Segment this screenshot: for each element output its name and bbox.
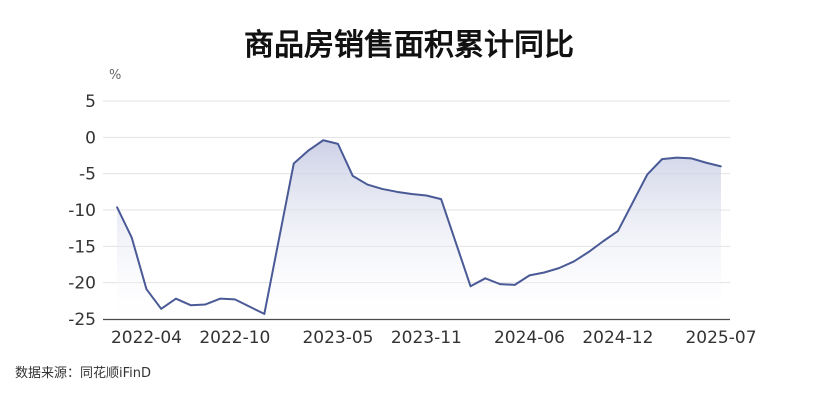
data-point bbox=[337, 143, 339, 145]
data-point bbox=[219, 297, 221, 300]
data-point bbox=[116, 206, 118, 208]
data-point bbox=[661, 158, 663, 160]
data-point bbox=[351, 175, 354, 177]
data-point bbox=[528, 274, 531, 277]
series-area bbox=[117, 140, 721, 319]
data-point bbox=[366, 183, 369, 186]
y-axis-unit: % bbox=[109, 68, 121, 83]
data-point bbox=[130, 236, 133, 239]
data-point bbox=[381, 188, 383, 190]
y-tick-label: -5 bbox=[79, 165, 96, 185]
data-point bbox=[676, 156, 678, 159]
data-point bbox=[587, 251, 590, 253]
y-tick-label: -15 bbox=[68, 237, 96, 257]
data-point bbox=[322, 139, 325, 142]
data-point bbox=[558, 267, 560, 269]
data-point bbox=[484, 277, 487, 280]
data-point bbox=[705, 161, 708, 164]
y-tick-label: 5 bbox=[85, 92, 96, 112]
x-tick-label: 2025-07 bbox=[685, 328, 756, 348]
y-tick-label: -10 bbox=[68, 201, 96, 221]
data-point bbox=[145, 288, 148, 291]
chart-title: 商品房销售面积累计同比 bbox=[244, 28, 574, 63]
x-tick-label: 2024-06 bbox=[494, 328, 565, 348]
data-point bbox=[572, 260, 575, 263]
data-point bbox=[160, 308, 162, 310]
x-tick-label: 2023-11 bbox=[391, 328, 462, 348]
data-point bbox=[425, 194, 428, 197]
data-point bbox=[204, 303, 207, 306]
source-note: 数据来源：同花顺iFinD bbox=[15, 366, 152, 381]
data-point bbox=[263, 313, 266, 315]
data-point bbox=[646, 173, 649, 176]
data-point bbox=[396, 191, 398, 193]
x-tick-label: 2024-12 bbox=[582, 328, 653, 348]
data-point bbox=[690, 157, 693, 160]
data-point bbox=[175, 297, 177, 300]
y-tick-label: 0 bbox=[85, 128, 96, 148]
data-point bbox=[543, 271, 546, 274]
data-point bbox=[189, 304, 192, 306]
chart-plot: 5 0 -5 -10 -15 -20 -25% 2022-04 2022-10 2023-05 20… bbox=[68, 68, 756, 348]
data-point bbox=[234, 298, 236, 301]
y-tick-label: -20 bbox=[68, 274, 96, 294]
x-tick-label: 2022-10 bbox=[199, 328, 270, 348]
data-point bbox=[440, 198, 442, 200]
data-point bbox=[513, 284, 516, 286]
x-tick-label: 2022-04 bbox=[111, 328, 182, 348]
data-point bbox=[410, 193, 413, 195]
data-point bbox=[307, 149, 310, 152]
data-point bbox=[499, 283, 501, 285]
data-point bbox=[720, 165, 722, 168]
data-point bbox=[602, 240, 604, 243]
y-tick-label: -25 bbox=[68, 310, 96, 330]
data-point bbox=[248, 305, 251, 308]
data-point bbox=[617, 230, 619, 232]
data-point bbox=[292, 162, 295, 165]
data-point bbox=[469, 285, 472, 288]
x-tick-label: 2023-05 bbox=[302, 328, 373, 348]
